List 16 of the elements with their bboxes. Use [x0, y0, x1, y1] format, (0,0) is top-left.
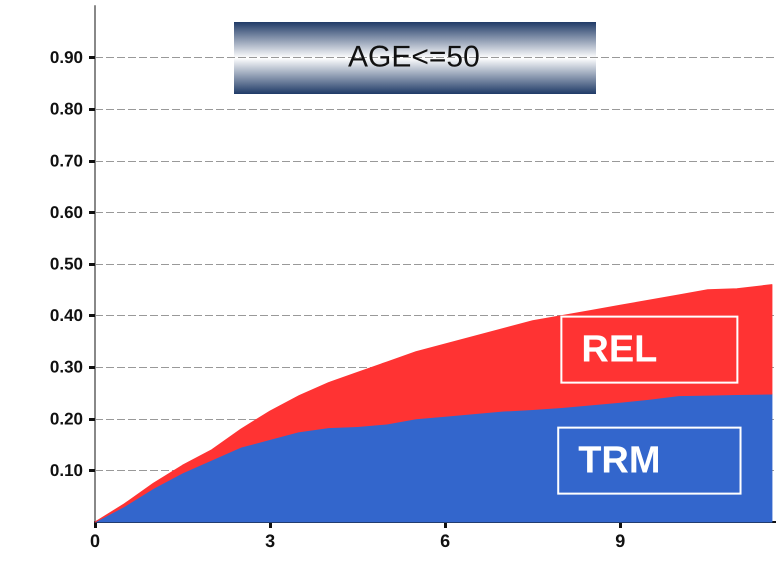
y-tick-label: 0.50 — [50, 254, 83, 274]
y-tick-label: 0.70 — [50, 151, 83, 170]
x-tick-label: 9 — [615, 531, 626, 551]
series-label: TRM — [578, 440, 661, 482]
y-tick-label: 0.20 — [50, 409, 83, 428]
y-tick-label: 0.10 — [50, 460, 83, 480]
y-tick-label: 0.90 — [50, 48, 83, 68]
x-tick-label: 0 — [90, 531, 100, 551]
y-tick-label: 0.40 — [50, 306, 83, 326]
y-tick-label: 0.80 — [50, 100, 83, 119]
x-tick-label: 6 — [440, 531, 450, 551]
y-tick-label: 0.60 — [50, 202, 83, 222]
x-tick-label: 3 — [265, 531, 276, 551]
y-tick-label: 0.30 — [50, 358, 83, 377]
series-label: REL — [581, 328, 658, 371]
text: AGE<=50 — [348, 40, 480, 74]
